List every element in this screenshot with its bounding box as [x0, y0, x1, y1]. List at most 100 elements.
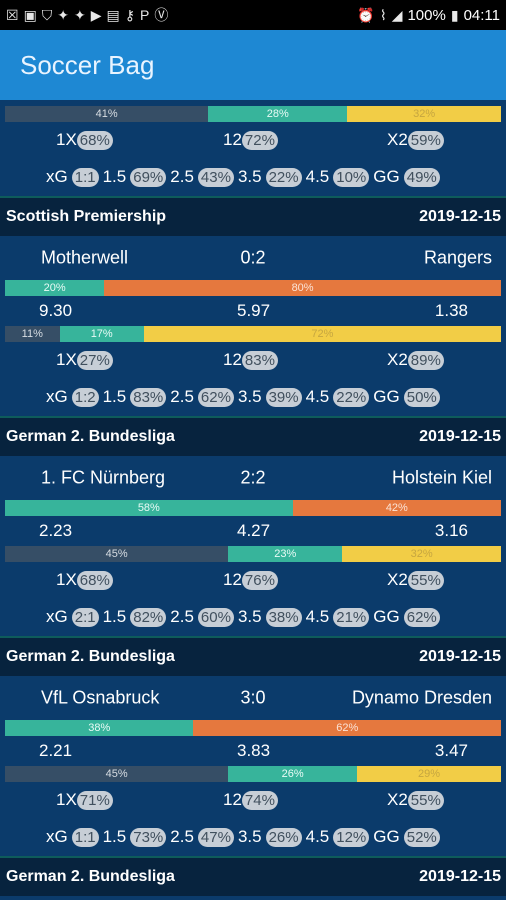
odds-draw: 4.27 [237, 521, 271, 540]
dc-12: 12 76% [223, 570, 278, 590]
goals-row: xG 1:1 1.5 73% 2.5 47% 3.5 26% 4.5 12% GG 52% [0, 818, 506, 856]
dc-12: 12 74% [223, 790, 278, 810]
team-strength-bar: 38% 62% [5, 720, 501, 736]
odds-away: 3.47 [434, 741, 468, 760]
away-strength-segment: 42% [292, 500, 501, 516]
alarm-icon: ⏰ [357, 7, 375, 23]
odds-away: 1.38 [434, 301, 468, 320]
key-icon: ⚷ [124, 7, 136, 23]
home-team: Motherwell [41, 247, 129, 268]
pill: 22% [265, 167, 302, 187]
result-probability-bar: 45% 23% 32% [5, 546, 501, 562]
pill: 55% [407, 571, 444, 590]
double-chance-row: 1X 68% 12 76% X2 55% [0, 562, 506, 598]
odds-draw: 5.97 [237, 301, 271, 320]
pill: 2:1 [71, 607, 99, 627]
pill: 72% [241, 131, 278, 150]
dc-1x: 1X 27% [56, 350, 113, 370]
double-chance-row: 1X 71% 12 74% X2 55% [0, 782, 506, 818]
clock: 04:11 [463, 6, 500, 24]
odds-row: 2.21 3.83 3.47 [0, 736, 506, 766]
image-icon: ▣ [23, 7, 37, 23]
result-probability-bar: 41% 28% 32% [5, 106, 501, 122]
home-win-segment: 45% [5, 766, 229, 782]
pill: 60% [197, 607, 234, 627]
pill: 50% [403, 387, 440, 407]
match-card[interactable]: 41% 28% 32% 1X 68% 12 72% X2 59% xG 1:1 1.5 6… [0, 106, 506, 196]
pill: 27% [76, 351, 113, 370]
pill: 68% [76, 571, 113, 590]
league-name: German 2. Bundesliga [6, 648, 175, 665]
app-bar: Soccer Bag [0, 30, 506, 100]
league-header[interactable]: German 2. Bundesliga 2019-12-15 [0, 856, 506, 896]
odds-row: 2.23 4.27 3.16 [0, 516, 506, 546]
pill: 47% [197, 827, 234, 847]
result-probability-bar: 11% 17% 72% [5, 326, 501, 342]
away-team: Rangers [423, 247, 492, 268]
home-win-segment: 41% [5, 106, 209, 122]
away-team: Dynamo Dresden [351, 687, 492, 708]
pill: 43% [197, 167, 234, 187]
double-chance-row: 1X 27% 12 83% X2 89% [0, 342, 506, 378]
match-card[interactable]: VfL Osnabruck 3:0 Dynamo Dresden 38% 62%… [0, 676, 506, 856]
double-chance-row: 1X 68% 12 72% X2 59% [0, 122, 506, 158]
league-name: German 2. Bundesliga [6, 428, 175, 445]
away-strength-segment: 62% [193, 720, 501, 736]
draw-segment: 23% [228, 546, 343, 562]
away-win-segment: 72% [143, 326, 501, 342]
dc-1x: 1X 71% [56, 790, 113, 810]
match-card[interactable]: 1. FC Nürnberg 2:2 Holstein Kiel 58% 42%… [0, 456, 506, 636]
pill: 68% [76, 131, 113, 150]
pill: 73% [130, 827, 167, 847]
home-strength-segment: 20% [5, 280, 105, 296]
home-team: 1. FC Nürnberg [41, 467, 166, 488]
pill: 10% [333, 167, 370, 187]
score: 0:2 [240, 247, 266, 268]
pill: 83% [241, 351, 278, 370]
draw-segment: 17% [59, 326, 144, 342]
twitter-icon: ✦ [57, 7, 70, 23]
pill: 89% [407, 351, 444, 370]
odds-home: 9.30 [39, 301, 73, 320]
match-list[interactable]: 41% 28% 32% 1X 68% 12 72% X2 59% xG 1:1 1.5 6… [0, 100, 506, 896]
pill: 1:1 [71, 167, 99, 187]
match-date: 2019-12-15 [419, 208, 501, 225]
pill: 49% [403, 167, 440, 187]
dc-x2: X2 55% [387, 790, 444, 810]
league-header[interactable]: German 2. Bundesliga 2019-12-15 [0, 636, 506, 676]
pill: 71% [76, 791, 113, 810]
pill: 26% [265, 827, 302, 847]
dc-x2: X2 89% [387, 350, 444, 370]
draw-segment: 26% [228, 766, 358, 782]
vine-icon: Ⓥ [154, 7, 169, 23]
home-win-segment: 45% [5, 546, 229, 562]
match-card[interactable]: Motherwell 0:2 Rangers 20% 80% 9.30 5.97… [0, 236, 506, 416]
pill: 76% [241, 571, 278, 590]
teams-row: VfL Osnabruck 3:0 Dynamo Dresden [0, 676, 506, 720]
teams-row: Motherwell 0:2 Rangers [0, 236, 506, 280]
pill: 1:1 [71, 827, 99, 847]
pill: 59% [407, 131, 444, 150]
dc-x2: X2 59% [387, 130, 444, 150]
pill: 21% [333, 607, 370, 627]
pill: 82% [130, 607, 167, 627]
home-strength-segment: 58% [5, 500, 293, 516]
match-date: 2019-12-15 [419, 648, 501, 665]
dc-x2: X2 55% [387, 570, 444, 590]
goals-row: xG 1:2 1.5 83% 2.5 62% 3.5 39% 4.5 22% GG 50% [0, 378, 506, 416]
league-header[interactable]: Scottish Premiership 2019-12-15 [0, 196, 506, 236]
twitter-icon: ✦ [74, 7, 86, 23]
score: 3:0 [240, 687, 266, 708]
home-team: VfL Osnabruck [41, 687, 160, 708]
status-right: ⏰ ⌇ ◢ 100% ▮ 04:11 [357, 7, 500, 24]
team-strength-bar: 20% 80% [5, 280, 501, 296]
league-name: Scottish Premiership [6, 208, 167, 225]
dc-12: 12 83% [223, 350, 278, 370]
league-header[interactable]: German 2. Bundesliga 2019-12-15 [0, 416, 506, 456]
odds-row: 9.30 5.97 1.38 [0, 296, 506, 326]
score: 2:2 [240, 467, 266, 488]
away-win-segment: 32% [347, 106, 501, 122]
pill: 12% [333, 827, 370, 847]
away-win-segment: 29% [357, 766, 501, 782]
odds-home: 2.21 [39, 741, 73, 760]
